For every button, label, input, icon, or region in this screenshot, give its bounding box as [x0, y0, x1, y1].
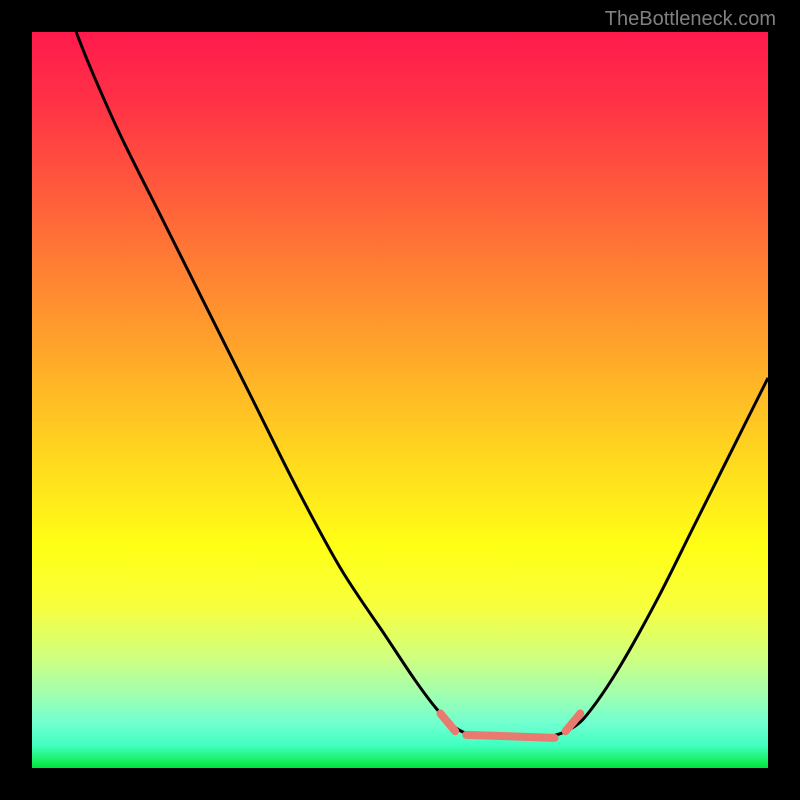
curve-path [76, 32, 768, 739]
bottleneck-chart [32, 32, 768, 768]
watermark-text: TheBottleneck.com [605, 8, 776, 31]
valley-marker-segment [466, 735, 554, 738]
valley-marker-segment [566, 714, 581, 732]
bottleneck-curve-line [32, 32, 768, 768]
valley-marker-segment [440, 714, 455, 732]
